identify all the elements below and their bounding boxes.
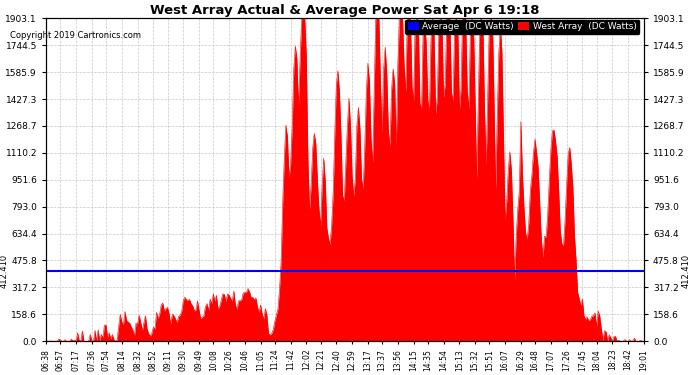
Text: Copyright 2019 Cartronics.com: Copyright 2019 Cartronics.com xyxy=(10,30,141,39)
Legend: Average  (DC Watts), West Array  (DC Watts): Average (DC Watts), West Array (DC Watts… xyxy=(405,20,640,34)
Text: 412.410: 412.410 xyxy=(681,254,690,288)
Text: 412.410: 412.410 xyxy=(0,254,9,288)
Title: West Array Actual & Average Power Sat Apr 6 19:18: West Array Actual & Average Power Sat Ap… xyxy=(150,4,540,17)
